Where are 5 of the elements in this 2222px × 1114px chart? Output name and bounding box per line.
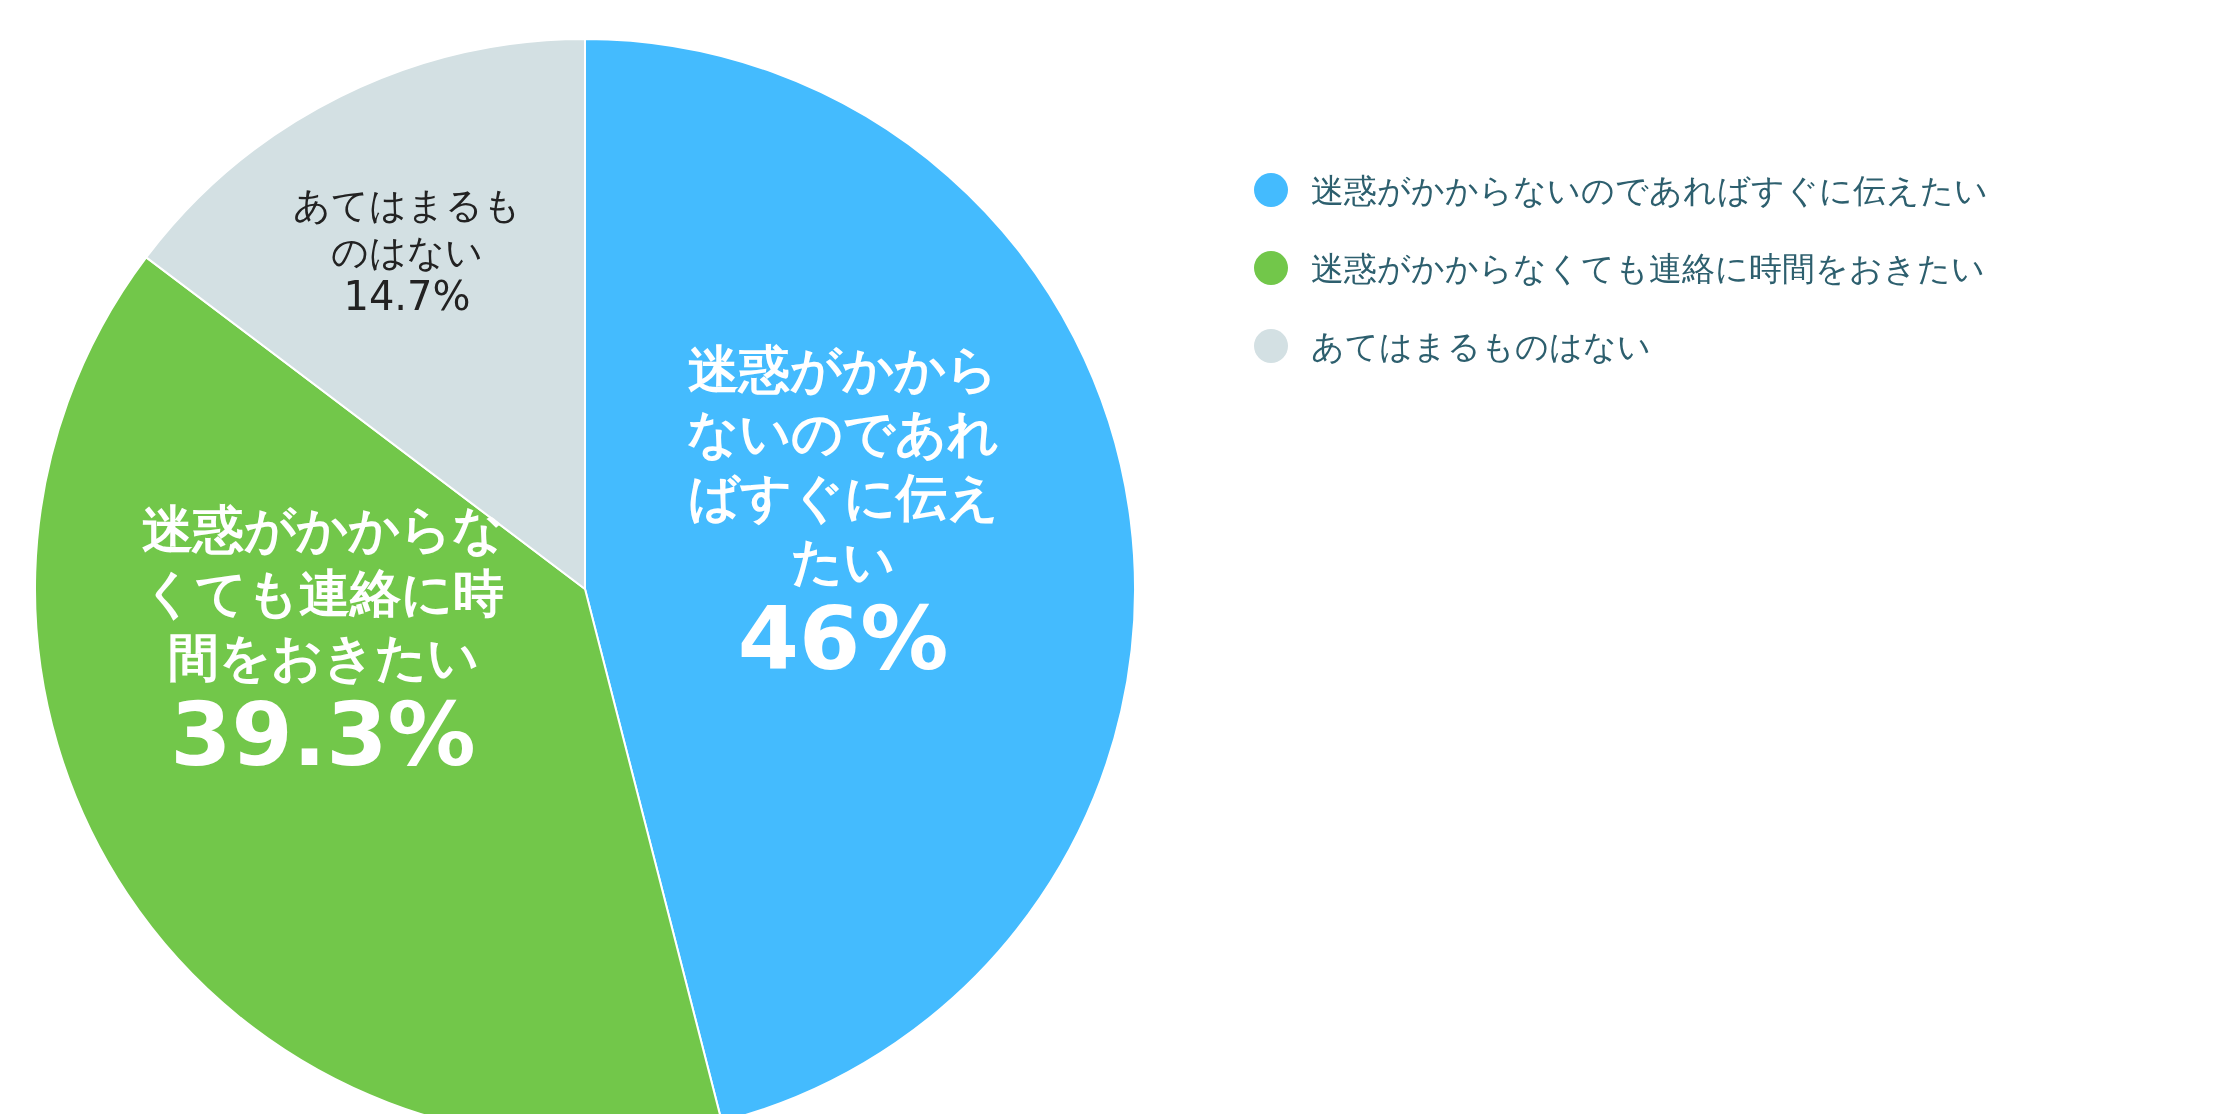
data-label: 14.7% <box>343 273 471 319</box>
slice-label: あてはまるものはない <box>292 183 522 276</box>
legend-label: 迷惑がかからなくても連絡に時間をおきたい <box>1311 248 1985 288</box>
legend-label: 迷惑がかからないのであればすぐに伝えたい <box>1311 170 1988 210</box>
legend-label: あてはまるものはない <box>1311 326 1651 366</box>
